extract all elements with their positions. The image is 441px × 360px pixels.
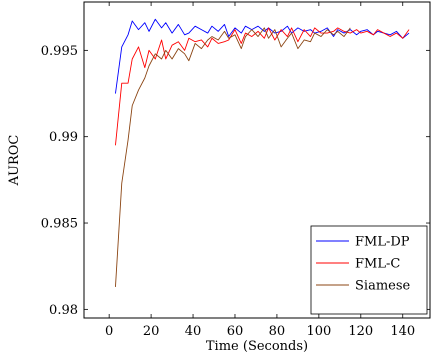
legend-label-siamese: Siamese bbox=[355, 279, 411, 294]
x-tick-label: 100 bbox=[306, 324, 331, 339]
y-tick-label: 0.99 bbox=[49, 130, 78, 145]
legend-label-fml-dp: FML-DP bbox=[355, 235, 410, 250]
x-tick-label: 140 bbox=[390, 324, 415, 339]
y-axis-title: AUROC bbox=[7, 135, 22, 187]
x-tick-label: 60 bbox=[227, 324, 244, 339]
x-tick-label: 0 bbox=[105, 324, 113, 339]
x-tick-label: 120 bbox=[348, 324, 373, 339]
y-tick-label: 0.995 bbox=[41, 44, 78, 59]
y-tick-label: 0.98 bbox=[49, 303, 78, 318]
y-tick-label: 0.985 bbox=[41, 217, 78, 232]
series-layer bbox=[115, 18, 410, 287]
x-tick-label: 80 bbox=[269, 324, 286, 339]
x-tick-label: 20 bbox=[143, 324, 160, 339]
legend: FML-DP FML-C Siamese bbox=[310, 225, 428, 315]
legend-label-fml-c: FML-C bbox=[355, 257, 400, 272]
series-line-fml-c bbox=[115, 27, 410, 146]
series-line-siamese bbox=[115, 27, 351, 287]
ticks-layer: 0 20 40 60 80 100 120 140 0.98 0.985 0.99 0.995 bbox=[41, 2, 430, 339]
legend-items: FML-DP FML-C Siamese bbox=[316, 235, 411, 294]
series-line-fml-dp bbox=[115, 18, 410, 94]
x-tick-label: 40 bbox=[185, 324, 202, 339]
x-axis-title: Time (Seconds) bbox=[206, 339, 308, 354]
plot-frame bbox=[83, 1, 431, 319]
